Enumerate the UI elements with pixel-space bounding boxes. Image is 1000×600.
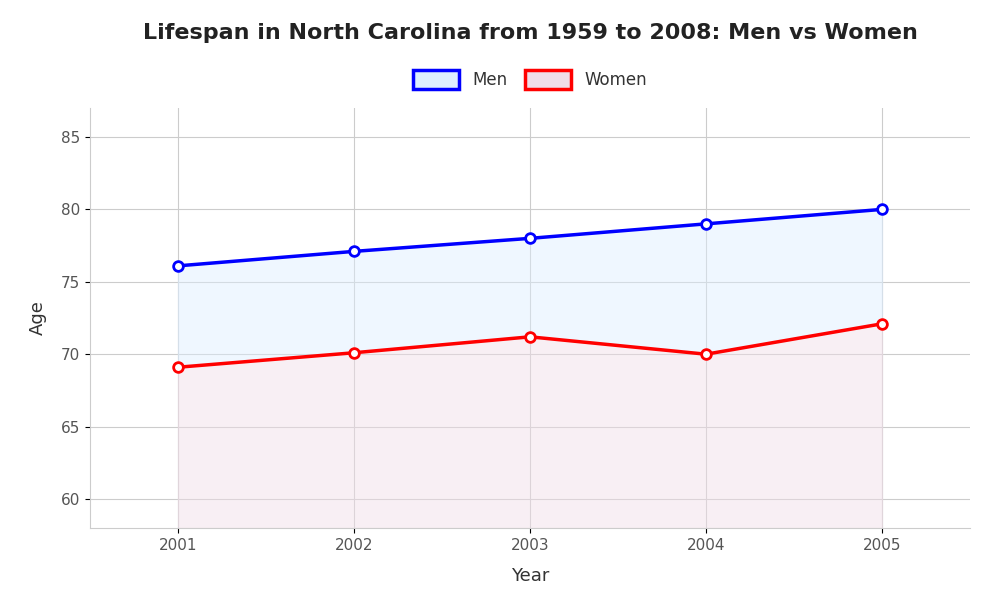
Y-axis label: Age: Age	[29, 301, 47, 335]
X-axis label: Year: Year	[511, 566, 549, 584]
Legend: Men, Women: Men, Women	[404, 62, 656, 98]
Title: Lifespan in North Carolina from 1959 to 2008: Men vs Women: Lifespan in North Carolina from 1959 to …	[143, 23, 917, 43]
